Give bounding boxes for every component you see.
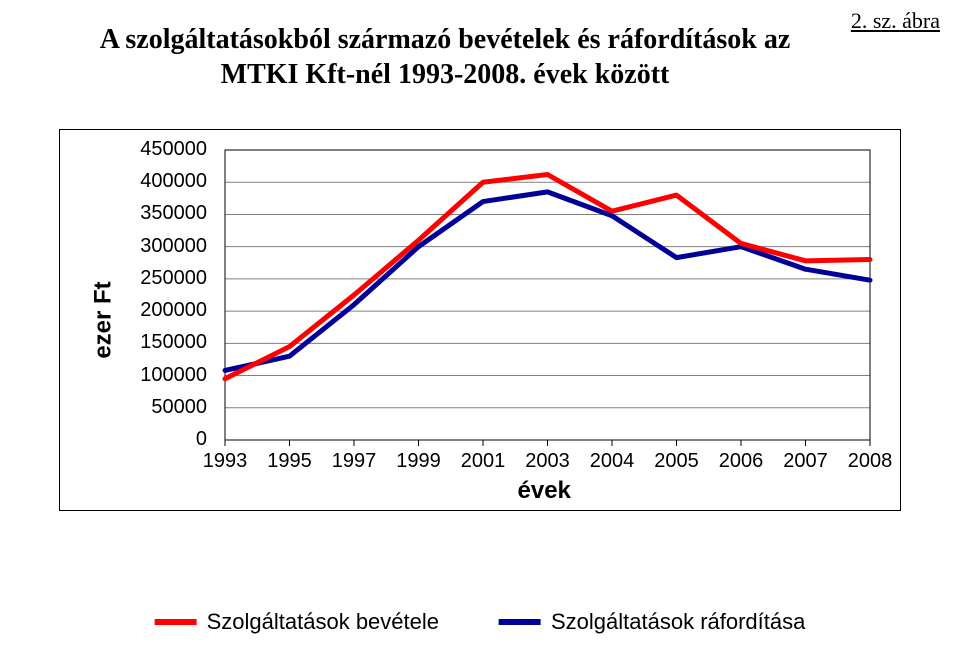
chart-title: A szolgáltatásokból származó bevételek é… — [60, 22, 830, 92]
y-tick-label: 300000 — [127, 235, 207, 258]
x-axis-label: évek — [518, 477, 571, 505]
legend-item-cost: Szolgáltatások ráfordítása — [499, 609, 805, 635]
x-tick-label: 2007 — [776, 450, 836, 473]
y-tick-label: 200000 — [127, 299, 207, 322]
title-line-2: MTKI Kft-nél 1993-2008. évek között — [60, 57, 830, 92]
chart-container: ezer Ft 0 50000 100000 150000 200000 250000 30… — [60, 130, 900, 510]
line-chart-svg — [215, 145, 880, 455]
title-line-1: A szolgáltatásokból származó bevételek é… — [60, 22, 830, 57]
y-tick-label: 0 — [127, 428, 207, 451]
x-tick-label: 2006 — [711, 450, 771, 473]
legend-swatch-cost — [499, 619, 541, 625]
x-tick-label: 2005 — [647, 450, 707, 473]
figure-number-label: 2. sz. ábra — [851, 8, 940, 34]
y-tick-label: 400000 — [127, 170, 207, 193]
x-tick-label: 1999 — [389, 450, 449, 473]
x-tick-label: 1997 — [324, 450, 384, 473]
legend-label-revenue: Szolgáltatások bevétele — [207, 609, 439, 635]
x-tick-label: 1995 — [260, 450, 320, 473]
x-tick-label: 2001 — [453, 450, 513, 473]
y-tick-label: 350000 — [127, 202, 207, 225]
y-tick-label: 250000 — [127, 267, 207, 290]
legend-swatch-revenue — [155, 619, 197, 625]
y-tick-label: 100000 — [127, 364, 207, 387]
x-tick-label: 2003 — [518, 450, 578, 473]
x-tick-label: 1993 — [195, 450, 255, 473]
y-axis-label: ezer Ft — [90, 281, 118, 358]
x-tick-label: 2004 — [582, 450, 642, 473]
legend: Szolgáltatások bevétele Szolgáltatások r… — [155, 609, 806, 635]
legend-label-cost: Szolgáltatások ráfordítása — [551, 609, 805, 635]
legend-item-revenue: Szolgáltatások bevétele — [155, 609, 439, 635]
y-tick-label: 450000 — [127, 138, 207, 161]
y-tick-label: 150000 — [127, 331, 207, 354]
plot-area — [215, 145, 880, 455]
x-tick-label: 2008 — [840, 450, 900, 473]
y-tick-label: 50000 — [127, 396, 207, 419]
